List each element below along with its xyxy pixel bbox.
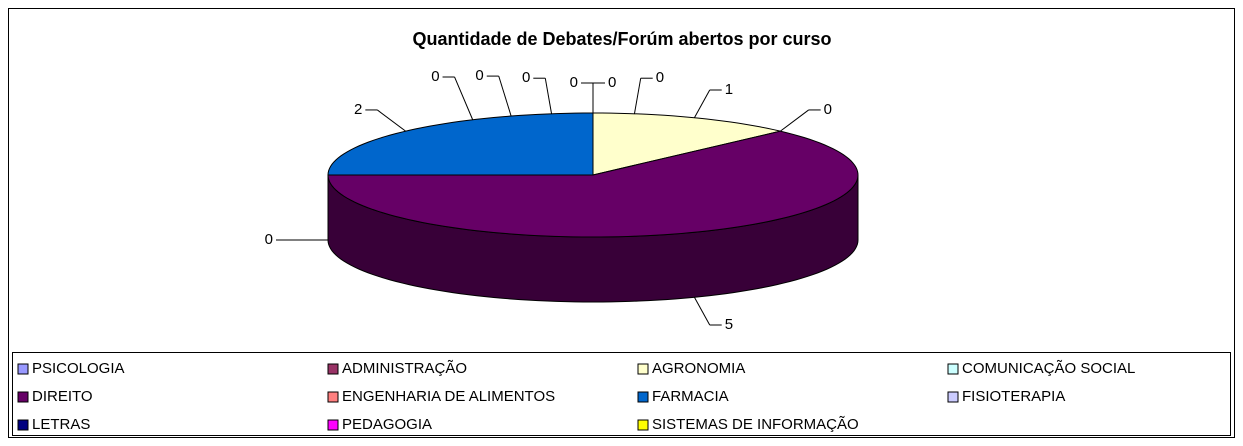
legend-swatch (637, 363, 649, 375)
data-label: 0 (475, 67, 483, 84)
leader-line (454, 76, 474, 120)
legend-swatch (17, 363, 29, 375)
data-label: 0 (522, 69, 530, 86)
data-label: 2 (354, 101, 362, 118)
leader-line (633, 78, 642, 114)
data-label: 0 (656, 69, 664, 86)
legend-label: ADMINISTRAÇÃO (342, 360, 467, 377)
data-label: 0 (431, 68, 439, 85)
legend-label: AGRONOMIA (652, 360, 745, 377)
leader-line (693, 89, 711, 118)
legend-label: LETRAS (32, 416, 90, 433)
legend-label: FARMACIA (652, 388, 729, 405)
pie-slice (327, 130, 859, 238)
data-label: 5 (725, 316, 733, 333)
legend-label: SISTEMAS DE INFORMAÇÃO (652, 416, 859, 433)
chart-title: Quantidade de Debates/Forúm abertos por … (412, 29, 831, 49)
pie-slice (592, 112, 781, 176)
legend-swatch (327, 419, 339, 431)
legend-swatch (327, 363, 339, 375)
leader-line (544, 78, 553, 114)
legend-swatch (17, 419, 29, 431)
pie-slice (327, 112, 594, 176)
legend-swatch (637, 419, 649, 431)
legend-swatch (17, 391, 29, 403)
leader-line (377, 109, 406, 132)
legend-label: COMUNICAÇÃO SOCIAL (962, 360, 1135, 377)
legend-label: PEDAGOGIA (342, 416, 432, 433)
leader-line (693, 297, 711, 326)
data-label: 1 (725, 81, 733, 98)
legend-label: FISIOTERAPIA (962, 388, 1065, 405)
data-label: 0 (570, 74, 578, 91)
legend-swatch (947, 391, 959, 403)
legend-label: PSICOLOGIA (32, 360, 125, 377)
legend-label: ENGENHARIA DE ALIMENTOS (342, 388, 555, 405)
legend-swatch (637, 391, 649, 403)
legend-swatch (947, 363, 959, 375)
leader-line (780, 109, 809, 132)
legend-swatch (327, 391, 339, 403)
leader-line (498, 75, 512, 117)
legend-box (12, 352, 1231, 436)
data-label: 0 (608, 74, 616, 91)
data-label: 0 (265, 231, 273, 248)
data-label: 0 (824, 101, 832, 118)
legend-label: DIREITO (32, 388, 93, 405)
